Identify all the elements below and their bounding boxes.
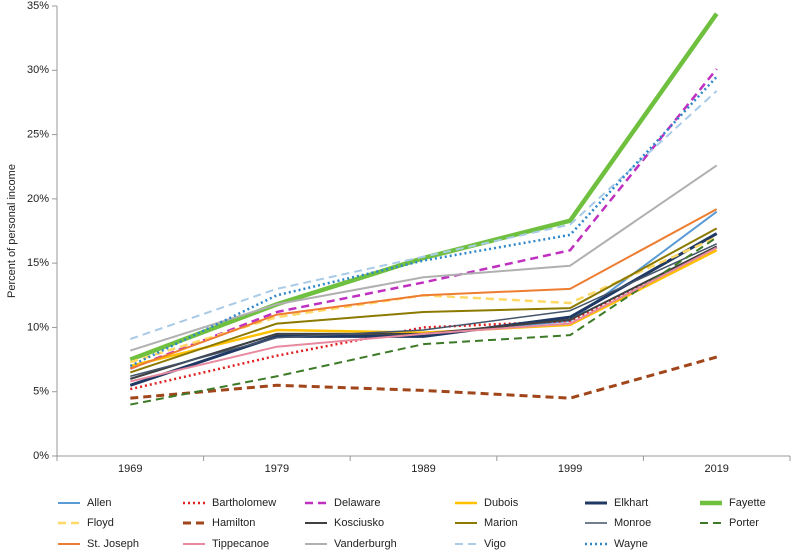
series-line [130, 236, 718, 406]
x-tick-label: 1979 [265, 463, 289, 475]
series-line [129, 232, 718, 387]
series-line [130, 246, 718, 391]
series-line [129, 12, 719, 362]
y-tick-label: 20% [27, 193, 49, 205]
legend-label: Vigo [484, 538, 506, 550]
x-tick-label: 1999 [558, 463, 582, 475]
x-tick-label: 1989 [411, 463, 435, 475]
y-tick-label: 35% [27, 0, 49, 12]
series-line [130, 246, 718, 383]
legend-label: Allen [87, 497, 111, 509]
series-line [129, 68, 718, 370]
x-tick-label: 1969 [118, 463, 142, 475]
series-line [130, 249, 718, 368]
legend-label: Delaware [334, 497, 380, 509]
series-line [130, 243, 718, 378]
series-line [129, 227, 718, 374]
y-tick-label: 0% [33, 450, 49, 462]
legend-label: Elkhart [614, 497, 648, 509]
legend-label: Vanderburgh [334, 538, 397, 550]
y-tick-label: 30% [27, 64, 49, 76]
legend-label: Floyd [87, 517, 114, 529]
y-tick-label: 15% [27, 257, 49, 269]
series-line [129, 164, 718, 352]
series-line [130, 355, 718, 400]
legend-label: Kosciusko [334, 517, 384, 529]
legend-label: Tippecanoe [212, 538, 269, 550]
legend-label: Hamilton [212, 517, 255, 529]
legend-label: Bartholomew [212, 497, 276, 509]
y-tick-label: 25% [27, 128, 49, 140]
series-line [129, 90, 718, 340]
legend-label: Porter [729, 517, 759, 529]
legend-label: Marion [484, 517, 518, 529]
legend-label: Dubois [484, 497, 519, 509]
series-line [129, 208, 718, 370]
y-tick-label: 5% [33, 386, 49, 398]
legend-label: Monroe [614, 517, 651, 529]
x-tick-label: 2019 [704, 463, 728, 475]
y-tick-label: 10% [27, 321, 49, 333]
legend-label: Fayette [729, 497, 766, 509]
legend-label: St. Joseph [87, 538, 139, 550]
y-axis-title: Percent of personal income [6, 164, 18, 298]
legend-label: Wayne [614, 538, 648, 550]
